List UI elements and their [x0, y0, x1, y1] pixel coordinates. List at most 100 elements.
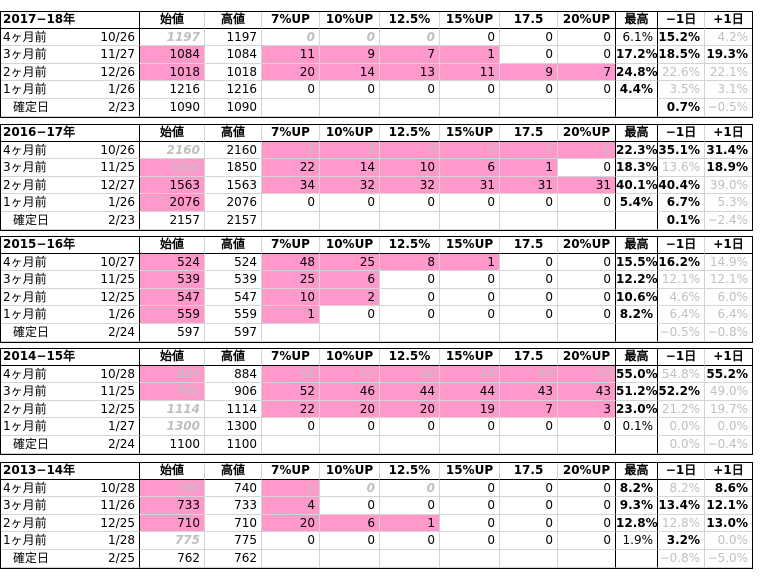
data-cell-c15[interactable]: 0 [440, 28, 500, 47]
data-cell-c175[interactable]: 7 [500, 400, 558, 419]
column-header[interactable]: 20%UP [558, 124, 616, 142]
data-cell-c20[interactable]: 0 [558, 159, 616, 177]
column-header[interactable]: 17.5 [500, 348, 558, 366]
column-header[interactable]: 始値 [140, 11, 205, 29]
data-cell-high[interactable]: 1018 [205, 63, 262, 82]
row-label[interactable]: 確定日 2/25 [0, 550, 140, 568]
data-cell-m1[interactable]: 52.2% [658, 383, 705, 401]
row-label[interactable]: 確定日 2/23 [0, 212, 140, 230]
data-cell-c10[interactable]: 3 [320, 141, 380, 160]
row-label[interactable]: 3ヶ月前 11/25 [0, 271, 140, 289]
data-cell-high[interactable]: 1197 [205, 28, 262, 47]
data-cell-open[interactable]: 1216 [140, 81, 205, 99]
data-cell-c7[interactable]: 2 [262, 479, 320, 498]
data-cell-c10[interactable]: 20 [320, 400, 380, 419]
column-header[interactable]: +1日 [705, 348, 753, 366]
data-cell-open[interactable]: 2160 [140, 141, 205, 160]
data-cell-c125[interactable] [380, 324, 440, 342]
data-cell-c175[interactable]: 0 [500, 46, 558, 64]
column-header[interactable]: 7%UP [262, 462, 320, 480]
data-cell-c175[interactable]: 0 [500, 497, 558, 515]
data-cell-p1[interactable]: 6.4% [705, 306, 753, 324]
data-cell-c7[interactable]: 10 [262, 288, 320, 307]
column-header[interactable]: 12.5% [380, 11, 440, 29]
column-header[interactable]: 最高 [616, 348, 658, 366]
data-cell-p1[interactable]: −0.4% [705, 436, 753, 454]
data-cell-m1[interactable]: 21.2% [658, 400, 705, 419]
data-cell-max[interactable]: 40.1% [616, 176, 658, 195]
column-header[interactable]: 始値 [140, 124, 205, 142]
data-cell-c175[interactable] [500, 212, 558, 230]
column-header[interactable]: 始値 [140, 462, 205, 480]
column-header[interactable]: 15%UP [440, 124, 500, 142]
data-cell-c15[interactable] [440, 324, 500, 342]
data-cell-m1[interactable]: −0.5% [658, 324, 705, 342]
data-cell-max[interactable] [616, 99, 658, 117]
data-cell-c7[interactable]: 58 [262, 365, 320, 384]
data-cell-c175[interactable]: 2 [500, 141, 558, 160]
column-header[interactable]: 最高 [616, 11, 658, 29]
data-cell-high[interactable]: 1850 [205, 159, 262, 177]
data-cell-c15[interactable]: 44 [440, 365, 500, 384]
data-cell-c175[interactable]: 0 [500, 28, 558, 47]
column-header[interactable]: +1日 [705, 462, 753, 480]
data-cell-high[interactable]: 906 [205, 383, 262, 401]
data-cell-c20[interactable]: 7 [558, 63, 616, 82]
data-cell-high[interactable]: 775 [205, 532, 262, 550]
data-cell-max[interactable]: 8.2% [616, 306, 658, 324]
data-cell-open[interactable]: 2157 [140, 212, 205, 230]
column-header[interactable]: 20%UP [558, 11, 616, 29]
data-cell-max[interactable] [616, 212, 658, 230]
data-cell-c7[interactable]: 0 [262, 418, 320, 436]
data-cell-max[interactable] [616, 324, 658, 342]
column-header[interactable]: 始値 [140, 236, 205, 254]
row-label[interactable]: 確定日 2/24 [0, 436, 140, 454]
row-label[interactable]: 1ヶ月前 1/28 [0, 532, 140, 550]
row-label[interactable]: 2ヶ月前 12/25 [0, 288, 140, 307]
data-cell-c175[interactable]: 0 [500, 253, 558, 272]
data-cell-c10[interactable]: 0 [320, 28, 380, 47]
data-cell-c20[interactable]: 0 [558, 497, 616, 515]
row-label[interactable]: 4ヶ月前 10/26 [0, 141, 140, 160]
data-cell-c175[interactable]: 43 [500, 383, 558, 401]
column-header[interactable]: 20%UP [558, 462, 616, 480]
data-cell-open[interactable]: 1850 [140, 159, 205, 177]
data-cell-m1[interactable]: 35.1% [658, 141, 705, 160]
data-cell-c175[interactable] [500, 99, 558, 117]
data-cell-c15[interactable]: 19 [440, 400, 500, 419]
data-cell-high[interactable]: 524 [205, 253, 262, 272]
data-cell-max[interactable]: 1.9% [616, 532, 658, 550]
data-cell-c7[interactable]: 20 [262, 63, 320, 82]
data-cell-c10[interactable] [320, 99, 380, 117]
data-cell-p1[interactable]: 31.4% [705, 141, 753, 160]
data-cell-open[interactable]: 906 [140, 383, 205, 401]
data-cell-c10[interactable]: 46 [320, 383, 380, 401]
data-cell-c175[interactable] [500, 324, 558, 342]
data-cell-c7[interactable] [262, 324, 320, 342]
data-cell-c15[interactable] [440, 436, 500, 454]
data-cell-high[interactable]: 762 [205, 550, 262, 568]
data-cell-c15[interactable]: 3 [440, 141, 500, 160]
data-cell-c7[interactable]: 4 [262, 497, 320, 515]
column-header[interactable]: 17.5 [500, 236, 558, 254]
data-cell-m1[interactable]: 6.7% [658, 194, 705, 212]
data-cell-p1[interactable]: −0.8% [705, 324, 753, 342]
data-cell-c125[interactable]: 8 [380, 253, 440, 272]
data-cell-c10[interactable] [320, 436, 380, 454]
data-cell-p1[interactable]: 0.0% [705, 532, 753, 550]
data-cell-c10[interactable]: 6 [320, 514, 380, 533]
column-header[interactable]: +1日 [705, 11, 753, 29]
data-cell-open[interactable]: 884 [140, 365, 205, 384]
data-cell-p1[interactable]: 39.0% [705, 176, 753, 195]
data-cell-c125[interactable]: 0 [380, 81, 440, 99]
data-cell-c15[interactable] [440, 550, 500, 568]
data-cell-max[interactable] [616, 436, 658, 454]
data-cell-c175[interactable]: 9 [500, 63, 558, 82]
data-cell-c125[interactable] [380, 436, 440, 454]
data-cell-max[interactable]: 0.1% [616, 418, 658, 436]
column-header[interactable]: 始値 [140, 348, 205, 366]
column-header[interactable]: 最高 [616, 462, 658, 480]
data-cell-m1[interactable]: −0.8% [658, 550, 705, 568]
data-cell-p1[interactable]: 5.3% [705, 194, 753, 212]
data-cell-c15[interactable]: 0 [440, 514, 500, 533]
